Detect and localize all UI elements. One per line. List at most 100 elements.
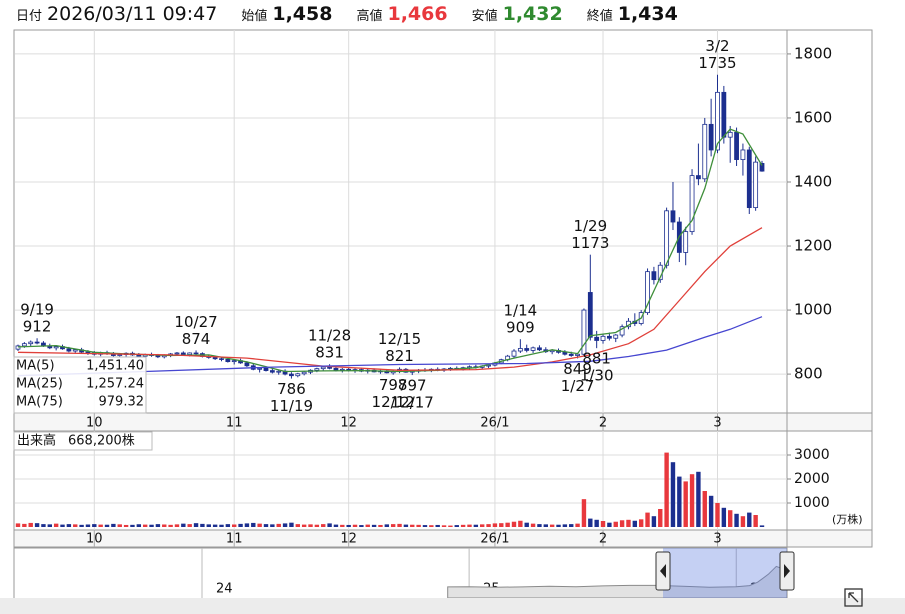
annotation-value: 821 bbox=[385, 347, 414, 365]
annotation-date: 12/15 bbox=[378, 330, 421, 348]
legend-label: MA(25) bbox=[16, 377, 63, 392]
volume-bar bbox=[206, 524, 211, 527]
candle-body bbox=[746, 149, 752, 209]
candle-body bbox=[575, 353, 580, 356]
volume-bar bbox=[282, 523, 288, 527]
annotation-date: 10/27 bbox=[174, 313, 217, 331]
grid: 800 1000 1200 1400 1600 1800 1000 2000 3000 10 10 1… bbox=[15, 30, 832, 547]
header: 日付 2026/03/11 09:47 始値 1,458 高値 1,466 安値 1,432 終… bbox=[16, 3, 702, 29]
annotation-date: 1/30 bbox=[580, 367, 614, 385]
candle-body bbox=[314, 368, 320, 371]
volume-bar bbox=[537, 524, 542, 527]
volume-bar bbox=[696, 471, 701, 527]
volume-bar bbox=[721, 507, 727, 527]
candle-body bbox=[263, 367, 269, 371]
y-tick-label: 2000 bbox=[794, 471, 830, 487]
volume-bar bbox=[47, 524, 52, 527]
volume-bar bbox=[607, 522, 612, 527]
annotation-value: 881 bbox=[582, 350, 611, 368]
volume-bar bbox=[193, 523, 199, 527]
volume-bar bbox=[664, 452, 669, 527]
candle-body bbox=[219, 358, 224, 360]
candle-body bbox=[683, 231, 689, 253]
volume-bar bbox=[232, 524, 237, 527]
volume-bar bbox=[168, 524, 173, 527]
volume-bar bbox=[53, 523, 59, 527]
candle-body bbox=[511, 350, 517, 357]
volume-title-box bbox=[13, 431, 153, 451]
header-value: 2026/03/11 09:47 bbox=[47, 3, 218, 25]
annotation-value: 786 bbox=[277, 380, 306, 398]
y-tick-label: 1200 bbox=[794, 237, 832, 255]
expand-icon[interactable] bbox=[844, 588, 863, 607]
ma-line bbox=[17, 227, 763, 371]
navigator-tick-label: 24 bbox=[216, 582, 233, 597]
volume-bar bbox=[759, 525, 765, 527]
candle-body bbox=[28, 341, 34, 345]
volume-bar bbox=[448, 525, 453, 527]
candle-body bbox=[269, 370, 275, 373]
candle-body bbox=[72, 349, 78, 352]
candle-body bbox=[664, 210, 670, 266]
volume-bar bbox=[613, 521, 618, 527]
header-label: 終値 bbox=[586, 9, 613, 24]
candle-body bbox=[15, 345, 21, 350]
candle-body bbox=[530, 347, 536, 351]
volume-bar bbox=[270, 524, 275, 527]
volume-bar bbox=[257, 523, 262, 527]
y-tick-label: 3000 bbox=[794, 447, 830, 463]
candle-body bbox=[721, 91, 727, 138]
volume-bar bbox=[581, 499, 587, 527]
candle-body bbox=[212, 357, 218, 360]
candle-body bbox=[295, 373, 301, 377]
y-tick-label: 800 bbox=[794, 365, 823, 383]
volume-bar bbox=[378, 524, 383, 527]
candle-body bbox=[174, 352, 180, 355]
annotation-value: 831 bbox=[315, 344, 344, 362]
candle-body bbox=[696, 175, 701, 180]
candle-body bbox=[727, 131, 733, 138]
header-label: 高値 bbox=[356, 9, 383, 24]
volume-bar bbox=[658, 509, 663, 527]
volume-bar bbox=[212, 524, 218, 527]
candle-body bbox=[734, 131, 739, 160]
legend-value: 1,257.24 bbox=[86, 377, 144, 392]
x-axis-row bbox=[13, 412, 873, 432]
volume-bar bbox=[73, 524, 78, 527]
x-tick-label: 3 bbox=[713, 532, 721, 547]
x-tick-label: 10 bbox=[86, 532, 103, 547]
volume-bar bbox=[225, 524, 231, 527]
annotation-date: 12/12 bbox=[372, 393, 415, 411]
volume-bar bbox=[689, 474, 695, 527]
candle-body bbox=[289, 373, 294, 377]
volume-bar bbox=[276, 523, 281, 527]
volume-bar bbox=[677, 476, 682, 527]
volume-bar bbox=[104, 524, 110, 527]
volume-bar bbox=[66, 524, 72, 527]
volume-bar bbox=[435, 524, 440, 527]
x-tick-label: 26/1 bbox=[480, 416, 509, 431]
volume-bar bbox=[708, 495, 714, 527]
volume-bar bbox=[340, 524, 345, 527]
navigator-handle-left[interactable] bbox=[655, 551, 671, 591]
volume-bar bbox=[460, 524, 466, 527]
navigator-handle-right[interactable] bbox=[779, 551, 795, 591]
volume-bar bbox=[301, 524, 307, 527]
x-tick-label: 26/1 bbox=[480, 532, 509, 547]
navigator-selection[interactable] bbox=[663, 548, 787, 598]
candle-body bbox=[320, 366, 326, 370]
volume-bar bbox=[638, 519, 644, 527]
candle-body bbox=[180, 352, 186, 355]
header-label: 安値 bbox=[471, 9, 498, 24]
volume-bar bbox=[429, 525, 434, 527]
volume-bar bbox=[524, 522, 529, 527]
x-tick-label: 11 bbox=[226, 416, 243, 431]
annotation-value: 909 bbox=[506, 319, 535, 337]
candle-body bbox=[34, 341, 40, 344]
volume-bar bbox=[454, 525, 459, 527]
volume-bar bbox=[384, 524, 390, 527]
volume-bar bbox=[187, 524, 192, 527]
annotation-value: 797 bbox=[398, 377, 427, 395]
candle-body bbox=[537, 347, 542, 351]
volume-bar bbox=[416, 524, 421, 527]
